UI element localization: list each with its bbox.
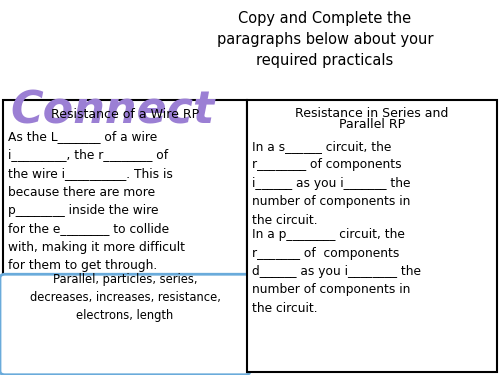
Text: Resistance in Series and: Resistance in Series and xyxy=(296,107,448,120)
Text: Connect: Connect xyxy=(10,90,214,133)
Text: In a s______ circuit, the
r________ of components
i______ as you i_______ the
nu: In a s______ circuit, the r________ of c… xyxy=(252,140,410,227)
Text: Parallel RP: Parallel RP xyxy=(339,118,405,131)
Text: As the L_______ of a wire
i_________, the r________ of
the wire i__________. Thi: As the L_______ of a wire i_________, th… xyxy=(8,130,185,273)
Text: Copy and Complete the
paragraphs below about your
required practicals: Copy and Complete the paragraphs below a… xyxy=(217,11,433,68)
Text: Resistance of a Wire RP: Resistance of a Wire RP xyxy=(51,108,199,121)
Text: Parallel, particles, series,
decreases, increases, resistance,
electrons, length: Parallel, particles, series, decreases, … xyxy=(30,273,220,322)
Text: In a p________ circuit, the
r_______ of  components
d______ as you i________ the: In a p________ circuit, the r_______ of … xyxy=(252,228,421,315)
